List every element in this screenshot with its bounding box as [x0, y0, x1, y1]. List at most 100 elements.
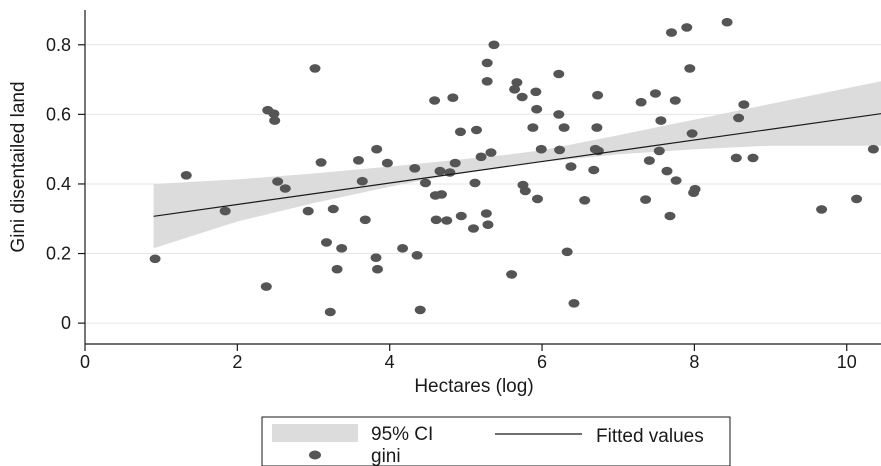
y-tick-label-1: 0.2	[46, 244, 71, 264]
x-tick-label-4: 8	[689, 352, 699, 372]
legend-ci-label: 95% CI	[371, 424, 433, 445]
data-point-5	[268, 109, 280, 118]
data-point-94	[747, 153, 759, 163]
data-point-24	[397, 244, 409, 253]
data-point-56	[527, 123, 539, 132]
data-point-16	[336, 244, 348, 253]
data-point-41	[469, 178, 481, 188]
data-point-72	[592, 90, 604, 100]
data-point-57	[530, 87, 542, 97]
fitted-line	[153, 113, 881, 217]
data-point-42	[471, 125, 482, 135]
data-point-50	[506, 270, 518, 279]
data-point-60	[535, 144, 547, 154]
data-point-33	[436, 190, 447, 199]
data-point-40	[468, 224, 479, 233]
x-axis-ticks: 0 2 4 6 8 10	[80, 344, 857, 372]
data-point-51	[509, 85, 521, 94]
legend-points-label: gini	[371, 446, 401, 466]
data-point-21	[371, 144, 383, 154]
data-point-66	[565, 162, 577, 171]
data-point-28	[420, 178, 431, 188]
data-point-86	[684, 64, 696, 73]
data-point-20	[370, 253, 382, 262]
data-point-79	[655, 116, 667, 125]
data-point-95	[816, 205, 828, 214]
data-point-11	[315, 158, 327, 167]
data-point-13	[324, 307, 336, 317]
legend-fit-label: Fitted values	[596, 426, 704, 447]
x-tick-label-1: 2	[232, 352, 242, 372]
data-point-27	[414, 305, 426, 315]
data-point-15	[331, 264, 343, 274]
x-tick-label-5: 10	[837, 352, 857, 372]
axes	[84, 10, 881, 345]
data-point-64	[558, 123, 570, 132]
data-point-17	[353, 156, 364, 165]
data-point-81	[664, 211, 676, 221]
data-point-71	[591, 123, 603, 132]
data-point-26	[411, 251, 423, 260]
data-point-77	[650, 89, 661, 98]
data-point-80	[661, 166, 673, 176]
legend-ci-swatch	[272, 424, 358, 442]
data-point-91	[730, 153, 742, 163]
data-point-62	[553, 110, 565, 119]
data-point-18	[356, 176, 368, 186]
y-tick-label-0: 0	[61, 313, 71, 333]
data-point-12	[321, 238, 332, 247]
data-point-55	[519, 186, 531, 196]
data-point-83	[669, 96, 681, 105]
data-point-69	[588, 165, 600, 175]
data-point-93	[738, 100, 750, 109]
x-tick-label-3: 6	[537, 352, 547, 372]
data-point-37	[449, 158, 461, 168]
data-point-0	[149, 254, 161, 264]
x-axis-label: Hectares (log)	[414, 376, 533, 397]
data-point-34	[441, 216, 453, 225]
y-axis-label: Gini disentailed land	[8, 81, 29, 252]
data-point-59	[532, 194, 543, 204]
data-point-29	[429, 96, 441, 105]
data-point-43	[475, 152, 487, 162]
data-point-9	[302, 206, 314, 216]
data-point-90	[721, 17, 733, 27]
data-point-7	[272, 177, 284, 186]
data-point-25	[409, 164, 421, 173]
data-point-87	[686, 129, 698, 138]
data-point-8	[279, 184, 291, 193]
data-point-22	[372, 264, 383, 274]
y-axis-ticks: 0 0.2 0.4 0.6 0.8	[46, 35, 85, 333]
legend-point-swatch	[309, 450, 321, 460]
data-point-6	[269, 116, 281, 125]
x-tick-label-0: 0	[80, 352, 90, 372]
data-point-63	[554, 145, 566, 155]
data-point-75	[640, 195, 652, 204]
data-point-38	[455, 127, 466, 137]
data-point-74	[635, 97, 647, 107]
data-point-46	[481, 77, 493, 86]
data-point-3	[260, 282, 272, 291]
data-point-44	[480, 209, 492, 218]
data-point-45	[481, 58, 493, 68]
data-point-32	[434, 166, 446, 176]
data-point-96	[851, 194, 863, 204]
data-point-61	[553, 69, 565, 79]
data-point-85	[681, 23, 693, 32]
data-point-23	[381, 158, 393, 168]
data-point-84	[670, 176, 682, 185]
data-point-68	[579, 196, 591, 205]
data-point-39	[455, 211, 467, 221]
data-point-53	[516, 92, 528, 102]
y-tick-label-4: 0.8	[46, 35, 71, 55]
x-tick-label-2: 4	[385, 352, 395, 372]
data-point-49	[488, 40, 500, 50]
legend: 95% CI Fitted values gini	[261, 416, 731, 466]
data-point-78	[653, 146, 665, 156]
data-point-65	[561, 247, 573, 257]
data-point-58	[531, 104, 543, 114]
data-point-1	[180, 171, 192, 180]
data-point-14	[327, 204, 339, 214]
y-tick-label-3: 0.6	[46, 104, 71, 124]
